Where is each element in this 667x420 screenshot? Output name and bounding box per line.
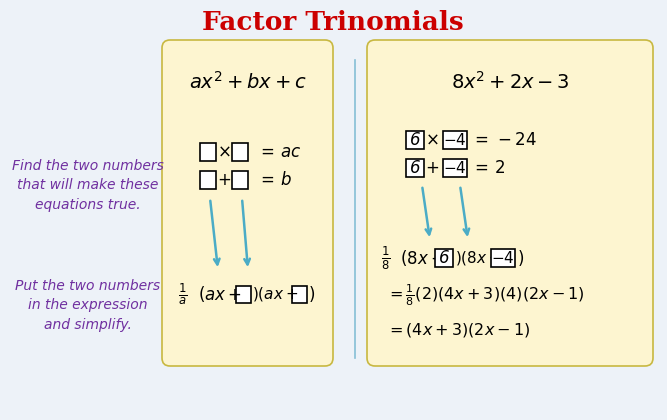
Text: $-4$: $-4$ xyxy=(443,132,467,148)
Text: $\frac{1}{8}$: $\frac{1}{8}$ xyxy=(382,244,391,272)
Text: $)(ax+$: $)(ax+$ xyxy=(252,285,298,303)
FancyBboxPatch shape xyxy=(491,249,515,267)
Text: $+$: $+$ xyxy=(217,171,231,189)
Text: $(8x+$: $(8x+$ xyxy=(400,248,444,268)
Text: 6: 6 xyxy=(410,131,420,149)
Text: $)$: $)$ xyxy=(517,248,524,268)
FancyBboxPatch shape xyxy=(406,131,424,149)
Text: $=\,-24$: $=\,-24$ xyxy=(471,131,537,149)
FancyBboxPatch shape xyxy=(200,171,216,189)
FancyBboxPatch shape xyxy=(235,286,251,302)
Text: $=\,ac$: $=\,ac$ xyxy=(257,143,301,161)
Text: $)$: $)$ xyxy=(308,284,315,304)
Text: Find the two numbers
that will make these
equations true.: Find the two numbers that will make thes… xyxy=(12,158,164,212)
Text: $(ax+$: $(ax+$ xyxy=(198,284,242,304)
Text: 6: 6 xyxy=(410,159,420,177)
FancyBboxPatch shape xyxy=(232,143,248,161)
Text: $\frac{1}{a}$: $\frac{1}{a}$ xyxy=(178,281,187,307)
FancyBboxPatch shape xyxy=(232,171,248,189)
FancyBboxPatch shape xyxy=(435,249,453,267)
Text: $ax^2+bx+c$: $ax^2+bx+c$ xyxy=(189,71,307,93)
Text: $=\,2$: $=\,2$ xyxy=(471,159,505,177)
Text: $8x^2+2x-3$: $8x^2+2x-3$ xyxy=(451,71,570,93)
Text: $\times$: $\times$ xyxy=(217,143,231,161)
FancyBboxPatch shape xyxy=(406,159,424,177)
FancyBboxPatch shape xyxy=(162,40,333,366)
Text: $\times$: $\times$ xyxy=(425,131,439,149)
Text: $-4$: $-4$ xyxy=(491,250,515,266)
Text: $)(8x+$: $)(8x+$ xyxy=(455,249,502,267)
FancyBboxPatch shape xyxy=(200,143,216,161)
Text: Factor Trinomials: Factor Trinomials xyxy=(202,10,464,34)
FancyBboxPatch shape xyxy=(291,286,307,302)
Text: $=\frac{1}{8}(2)(4x+3)(4)(2x-1)$: $=\frac{1}{8}(2)(4x+3)(4)(2x-1)$ xyxy=(386,282,585,308)
Text: 6: 6 xyxy=(439,249,450,267)
Text: $+$: $+$ xyxy=(425,159,439,177)
Text: $=(4x+3)(2x-1)$: $=(4x+3)(2x-1)$ xyxy=(386,321,530,339)
Text: Put the two numbers
in the expression
and simplify.: Put the two numbers in the expression an… xyxy=(15,278,161,331)
FancyBboxPatch shape xyxy=(367,40,653,366)
Text: $-4$: $-4$ xyxy=(443,160,467,176)
FancyBboxPatch shape xyxy=(443,131,467,149)
FancyBboxPatch shape xyxy=(443,159,467,177)
Text: $=\,b$: $=\,b$ xyxy=(257,171,292,189)
